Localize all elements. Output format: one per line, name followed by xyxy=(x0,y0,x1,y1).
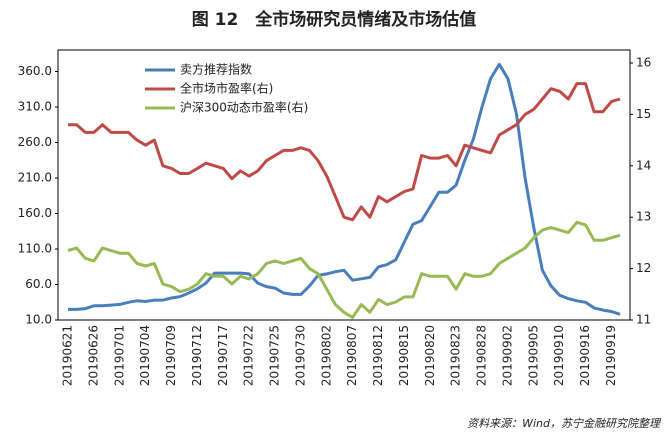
x-tick-label: 20190807 xyxy=(345,325,359,386)
x-tick-label: 20190823 xyxy=(449,325,463,386)
y2-tick-label: 15 xyxy=(636,107,651,121)
x-tick-label: 20190815 xyxy=(397,325,411,386)
y-tick-label: 10.0 xyxy=(25,313,52,327)
x-tick-label: 20190828 xyxy=(475,325,489,386)
y2-tick-label: 13 xyxy=(636,210,651,224)
x-tick-label: 20190626 xyxy=(86,325,100,386)
y-tick-label: 110.0 xyxy=(18,242,52,256)
y-tick-label: 310.0 xyxy=(18,100,52,114)
legend-label: 卖方推荐指数 xyxy=(180,62,252,77)
x-tick-label: 20190905 xyxy=(526,325,540,386)
x-tick-label: 20190916 xyxy=(578,325,592,386)
y2-tick-label: 11 xyxy=(636,313,651,327)
y-tick-label: 60.0 xyxy=(25,277,52,291)
x-tick-label: 20190730 xyxy=(293,325,307,386)
chart-title: 图 12 全市场研究员情绪及市场估值 xyxy=(192,9,477,30)
x-tick-label: 20190712 xyxy=(190,325,204,386)
x-tick-label: 20190919 xyxy=(604,325,618,386)
legend-label: 全市场市盈率(右) xyxy=(180,81,273,96)
x-tick-label: 20190704 xyxy=(138,325,152,386)
legend-label: 沪深300动态市盈率(右) xyxy=(180,100,308,115)
x-tick-label: 20190722 xyxy=(242,325,256,386)
y-tick-label: 360.0 xyxy=(18,64,52,78)
y-tick-label: 260.0 xyxy=(18,135,52,149)
series-line xyxy=(67,220,621,319)
x-tick-label: 20190812 xyxy=(371,325,385,386)
x-tick-label: 20190802 xyxy=(319,325,333,386)
y2-tick-label: 14 xyxy=(636,158,651,172)
y2-tick-label: 12 xyxy=(636,261,651,275)
x-tick-label: 20190725 xyxy=(268,325,282,386)
x-tick-label: 20190717 xyxy=(216,325,230,386)
y-tick-label: 210.0 xyxy=(18,171,52,185)
source-note: 资料来源：Wind，苏宁金融研究院整理 xyxy=(467,417,662,430)
plot-frame xyxy=(57,49,631,321)
x-tick-label: 20190701 xyxy=(112,325,126,386)
x-tick-label: 20190902 xyxy=(500,325,514,386)
x-tick-label: 20190709 xyxy=(164,325,178,386)
y2-tick-label: 16 xyxy=(636,56,651,70)
x-tick-label: 20190820 xyxy=(423,325,437,386)
x-tick-label: 20190910 xyxy=(552,325,566,386)
y-tick-label: 160.0 xyxy=(18,206,52,220)
x-tick-label: 20190621 xyxy=(61,325,75,386)
series-line xyxy=(68,82,621,222)
series-line xyxy=(68,62,621,316)
